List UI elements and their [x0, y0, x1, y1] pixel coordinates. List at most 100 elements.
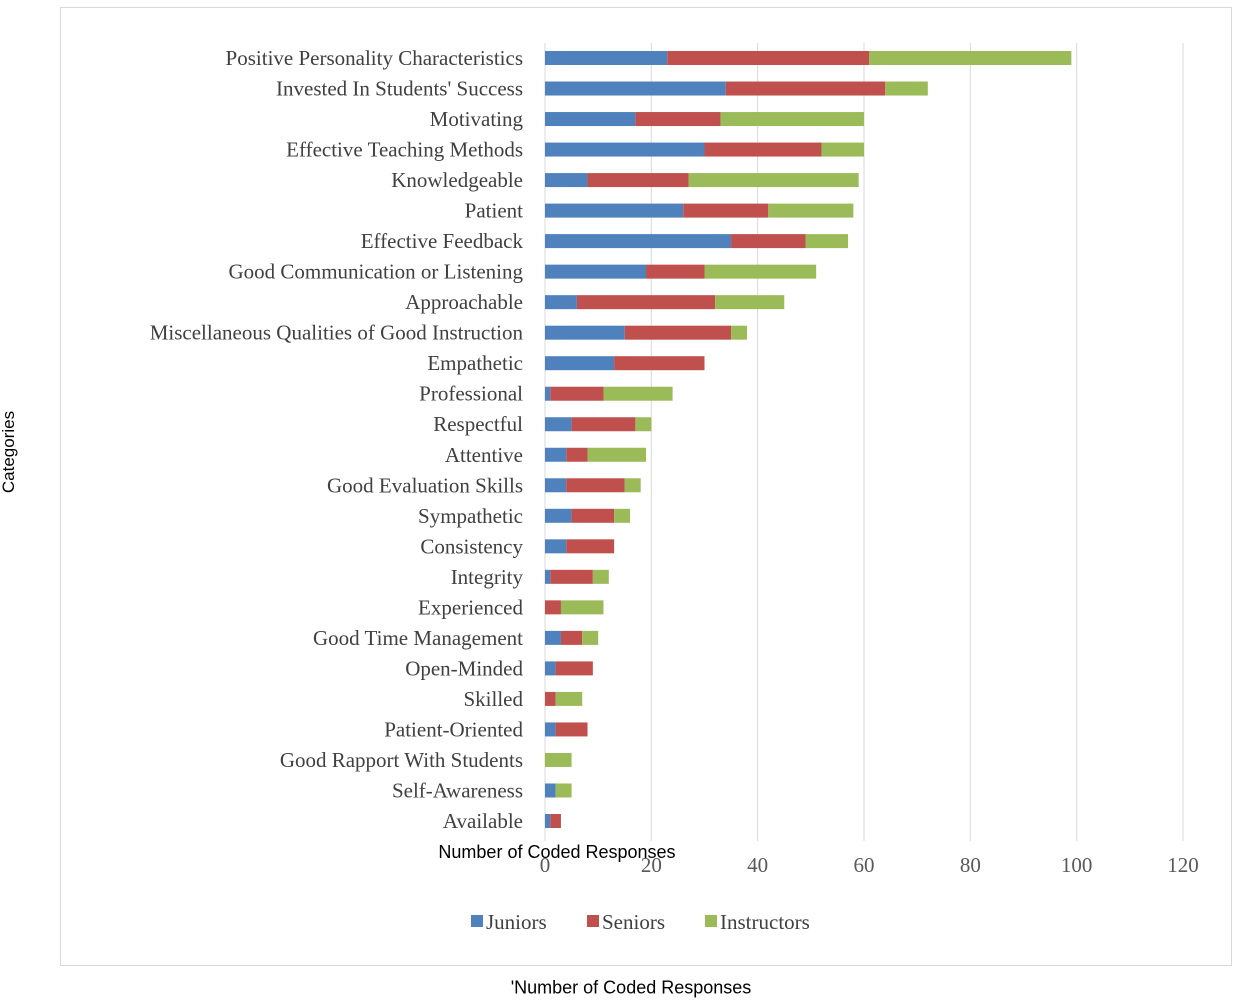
category-label: Invested In Students' Success	[276, 77, 523, 101]
grid-lines	[544, 43, 1184, 841]
bar-seniors-7	[646, 264, 705, 279]
category-label: Motivating	[430, 107, 524, 131]
category-label: Knowledgeable	[391, 168, 523, 192]
x-tick-label: 80	[960, 853, 981, 877]
category-label: Positive Personality Characteristics	[226, 46, 523, 70]
category-label: Miscellaneous Qualities of Good Instruct…	[150, 321, 524, 345]
bar-seniors-17	[550, 569, 593, 584]
bar-juniors-12	[545, 417, 572, 432]
legend-swatch-seniors	[587, 915, 599, 927]
category-label: Self-Awareness	[392, 778, 523, 802]
bar-juniors-8	[545, 295, 577, 310]
x-tick-label: 100	[1061, 853, 1093, 877]
stacked-bar-chart: Positive Personality Characteristics Inve…	[150, 43, 1199, 934]
category-label: Available	[443, 809, 523, 833]
bars	[545, 51, 1072, 828]
bar-juniors-17	[545, 569, 551, 584]
inner-x-axis-title: Number of Coded Responses	[438, 842, 675, 862]
category-label: Good Communication or Listening	[228, 260, 523, 284]
bar-instructors-3	[821, 142, 864, 157]
category-label: Effective Feedback	[361, 229, 524, 253]
category-label: Patient-Oriented	[384, 717, 523, 741]
category-label: Good Evaluation Skills	[327, 473, 523, 497]
bar-seniors-18	[545, 600, 561, 615]
bar-juniors-10	[545, 356, 615, 371]
bar-seniors-14	[566, 478, 625, 493]
category-label: Integrity	[451, 565, 524, 589]
bar-instructors-2	[720, 112, 864, 127]
bar-instructors-14	[624, 478, 641, 493]
bar-instructors-17	[592, 569, 609, 584]
bar-seniors-12	[571, 417, 636, 432]
bar-juniors-24	[545, 783, 556, 798]
bar-instructors-0	[869, 51, 1072, 65]
category-labels: Positive Personality Characteristics Inve…	[150, 46, 524, 833]
bar-juniors-6	[545, 234, 732, 249]
bar-instructors-21	[555, 691, 583, 706]
outer-x-axis-title: 'Number of Coded Responses	[510, 977, 752, 998]
bar-instructors-12	[635, 417, 652, 432]
bar-instructors-8	[715, 295, 785, 310]
bar-juniors-9	[545, 325, 625, 340]
bar-instructors-19	[582, 630, 599, 645]
legend-label-instructors: Instructors	[720, 910, 810, 934]
x-tick-label: 120	[1167, 853, 1199, 877]
legend-label-seniors: Seniors	[602, 910, 665, 934]
category-label: Skilled	[463, 687, 523, 711]
bar-juniors-1	[545, 81, 726, 96]
category-label: Good Rapport With Students	[280, 748, 523, 772]
bar-juniors-0	[545, 51, 668, 65]
x-tick-label: 40	[747, 853, 768, 877]
bar-instructors-7	[704, 264, 817, 279]
category-label: Sympathetic	[418, 504, 523, 528]
bar-instructors-23	[545, 752, 572, 767]
bar-juniors-13	[545, 447, 567, 462]
bar-juniors-22	[545, 722, 556, 737]
bar-seniors-1	[725, 81, 886, 96]
bar-juniors-3	[545, 142, 705, 157]
category-label: Attentive	[445, 443, 523, 467]
bar-seniors-25	[550, 814, 561, 828]
bar-seniors-5	[683, 203, 769, 218]
bar-juniors-2	[545, 112, 636, 127]
bar-instructors-9	[731, 325, 748, 340]
y-axis-title: Categories	[0, 410, 18, 494]
bar-seniors-15	[571, 508, 615, 523]
legend-label-juniors: Juniors	[486, 910, 547, 934]
category-label: Patient	[465, 199, 523, 223]
bar-instructors-11	[603, 386, 673, 401]
category-label: Empathetic	[427, 351, 523, 375]
bar-juniors-4	[545, 173, 588, 188]
category-label: Good Time Management	[313, 626, 523, 650]
bar-seniors-16	[566, 539, 615, 554]
x-tick-labels: 0 20 40 60 80 100 120	[540, 853, 1199, 877]
bar-juniors-15	[545, 508, 572, 523]
bar-instructors-13	[587, 447, 647, 462]
bar-juniors-14	[545, 478, 567, 493]
bar-instructors-6	[805, 234, 849, 249]
bar-seniors-2	[635, 112, 721, 127]
bar-seniors-8	[576, 295, 716, 310]
x-tick-label: 0	[540, 853, 551, 877]
category-label: Open-Minded	[405, 656, 523, 680]
bar-juniors-16	[545, 539, 567, 554]
bar-seniors-9	[624, 325, 732, 340]
bar-seniors-11	[550, 386, 604, 401]
bar-seniors-3	[704, 142, 822, 157]
bar-instructors-18	[560, 600, 604, 615]
bar-instructors-4	[688, 173, 859, 188]
bar-seniors-21	[545, 691, 556, 706]
legend: Juniors Seniors Instructors	[471, 910, 810, 934]
category-label: Effective Teaching Methods	[286, 138, 523, 162]
bar-seniors-13	[566, 447, 588, 462]
bar-instructors-1	[885, 81, 928, 96]
bar-seniors-19	[560, 630, 583, 645]
category-label: Professional	[419, 382, 523, 406]
x-tick-label: 60	[854, 853, 875, 877]
legend-swatch-juniors	[471, 915, 483, 927]
bar-instructors-5	[768, 203, 854, 218]
category-label: Experienced	[418, 595, 523, 619]
bar-seniors-10	[614, 356, 705, 371]
bar-seniors-22	[555, 722, 588, 737]
bar-juniors-11	[545, 386, 551, 401]
